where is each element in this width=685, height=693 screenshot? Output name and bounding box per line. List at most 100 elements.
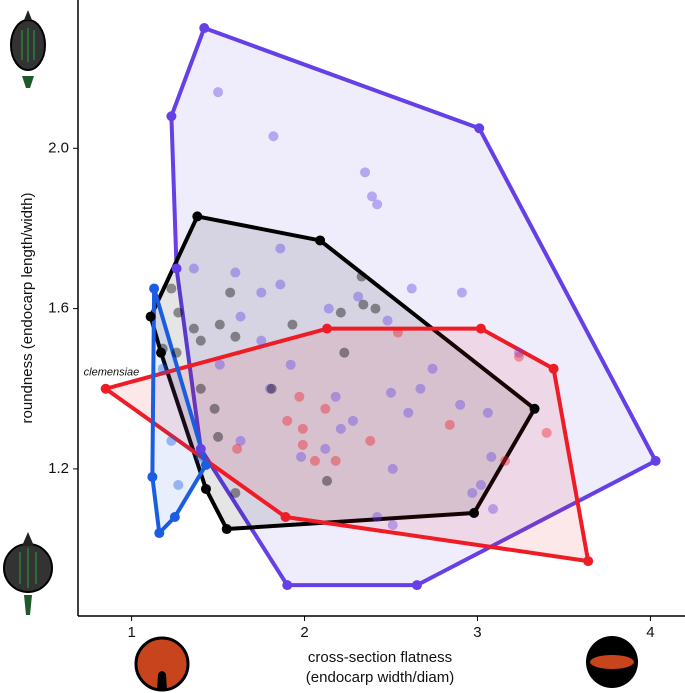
point bbox=[157, 363, 168, 374]
point bbox=[415, 383, 426, 394]
point bbox=[192, 211, 203, 222]
point bbox=[282, 580, 293, 591]
point bbox=[650, 455, 661, 466]
y-axis-label: roundness (endocarp length/width) bbox=[19, 193, 36, 424]
icon-top-left bbox=[10, 10, 46, 88]
point bbox=[513, 347, 524, 358]
point bbox=[320, 443, 331, 454]
point bbox=[297, 439, 308, 450]
point bbox=[358, 299, 369, 310]
x-tick-label: 4 bbox=[646, 624, 654, 641]
point bbox=[166, 283, 177, 294]
point bbox=[360, 167, 371, 178]
point bbox=[214, 359, 225, 370]
point bbox=[100, 383, 111, 394]
point bbox=[154, 528, 165, 539]
point bbox=[322, 475, 333, 486]
point bbox=[235, 435, 246, 446]
point bbox=[370, 303, 381, 314]
point bbox=[366, 191, 377, 202]
point bbox=[309, 455, 320, 466]
point bbox=[356, 271, 367, 282]
point bbox=[287, 319, 298, 330]
point bbox=[173, 479, 184, 490]
point bbox=[387, 520, 398, 531]
point bbox=[230, 487, 241, 498]
point bbox=[156, 347, 167, 358]
point bbox=[467, 487, 478, 498]
point bbox=[455, 399, 466, 410]
point bbox=[149, 283, 160, 294]
y-tick-label: 1.2 bbox=[48, 460, 69, 477]
point bbox=[195, 335, 206, 346]
point bbox=[266, 383, 277, 394]
point bbox=[297, 423, 308, 434]
point bbox=[280, 512, 291, 523]
point bbox=[296, 451, 307, 462]
point bbox=[230, 331, 241, 342]
point bbox=[403, 407, 414, 418]
point bbox=[500, 455, 511, 466]
point bbox=[322, 323, 333, 334]
x-tick-label: 3 bbox=[473, 624, 481, 641]
point bbox=[320, 403, 331, 414]
point bbox=[486, 451, 497, 462]
point bbox=[427, 363, 438, 374]
point bbox=[513, 351, 524, 362]
x-tick-label: 2 bbox=[300, 624, 308, 641]
point bbox=[195, 383, 206, 394]
point bbox=[392, 327, 403, 338]
point bbox=[323, 303, 334, 314]
point bbox=[166, 435, 177, 446]
icon-bottom-right bbox=[586, 636, 638, 688]
point bbox=[382, 315, 393, 326]
point bbox=[200, 459, 211, 470]
point bbox=[406, 283, 417, 294]
point bbox=[232, 443, 243, 454]
point bbox=[548, 363, 559, 374]
point bbox=[353, 291, 364, 302]
point bbox=[488, 503, 499, 514]
point bbox=[268, 131, 279, 142]
point bbox=[225, 287, 236, 298]
point bbox=[315, 235, 326, 246]
annotation: clemensiae bbox=[84, 367, 140, 379]
point bbox=[256, 335, 267, 346]
point bbox=[456, 287, 467, 298]
point bbox=[169, 512, 180, 523]
point bbox=[541, 427, 552, 438]
point bbox=[214, 319, 225, 330]
point bbox=[145, 311, 156, 322]
point bbox=[583, 556, 594, 567]
point bbox=[199, 23, 210, 34]
point bbox=[213, 431, 224, 442]
point bbox=[209, 403, 220, 414]
point bbox=[275, 279, 286, 290]
point bbox=[411, 580, 422, 591]
icon-bottom bbox=[134, 636, 190, 692]
point bbox=[444, 419, 455, 430]
point bbox=[221, 524, 232, 535]
point bbox=[230, 267, 241, 278]
point bbox=[256, 287, 267, 298]
point bbox=[166, 111, 177, 122]
point bbox=[264, 383, 275, 394]
icon-bottom-left bbox=[3, 532, 53, 615]
point bbox=[235, 311, 246, 322]
point bbox=[330, 455, 341, 466]
point bbox=[482, 407, 493, 418]
x-axis-label: cross-section flatness bbox=[308, 649, 452, 666]
point bbox=[147, 471, 158, 482]
point bbox=[335, 423, 346, 434]
point bbox=[365, 435, 376, 446]
point bbox=[275, 243, 286, 254]
point bbox=[330, 391, 341, 402]
point bbox=[372, 199, 383, 210]
point bbox=[195, 451, 206, 462]
point bbox=[474, 123, 485, 134]
x-axis-label: (endocarp width/diam) bbox=[306, 669, 454, 686]
point bbox=[188, 263, 199, 274]
point bbox=[529, 403, 540, 414]
point bbox=[195, 443, 206, 454]
